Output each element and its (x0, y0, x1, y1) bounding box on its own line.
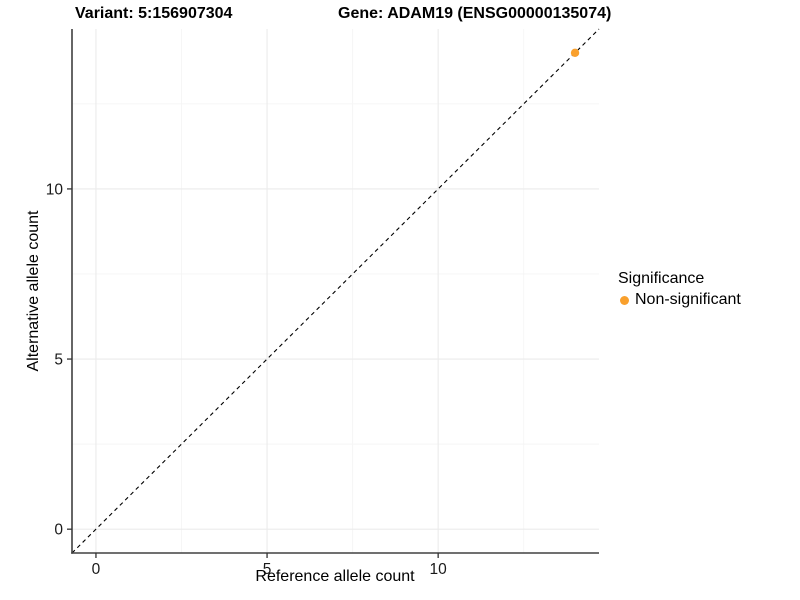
y-axis-title: Alternative allele count (25, 210, 42, 372)
y-tick-label: 10 (46, 181, 64, 198)
legend-item: Non-significant (618, 291, 741, 309)
plot-title-variant: Variant: 5:156907304 (75, 5, 233, 22)
legend-point-icon (620, 295, 629, 305)
identity-line (71, 28, 600, 554)
data-point (570, 48, 580, 58)
x-axis-title: Reference allele count (255, 568, 415, 585)
legend: Significance Non-significant (618, 270, 741, 309)
legend-title: Significance (618, 270, 705, 287)
plot-title-gene: Gene: ADAM19 (ENSG00000135074) (338, 5, 612, 22)
x-tick-label: 10 (430, 561, 448, 578)
y-tick-label: 5 (54, 352, 63, 369)
legend-item-label: Non-significant (635, 291, 741, 308)
x-tick-label: 5 (263, 561, 272, 578)
y-tick-label: 0 (54, 522, 63, 539)
x-tick-label: 0 (92, 561, 101, 578)
